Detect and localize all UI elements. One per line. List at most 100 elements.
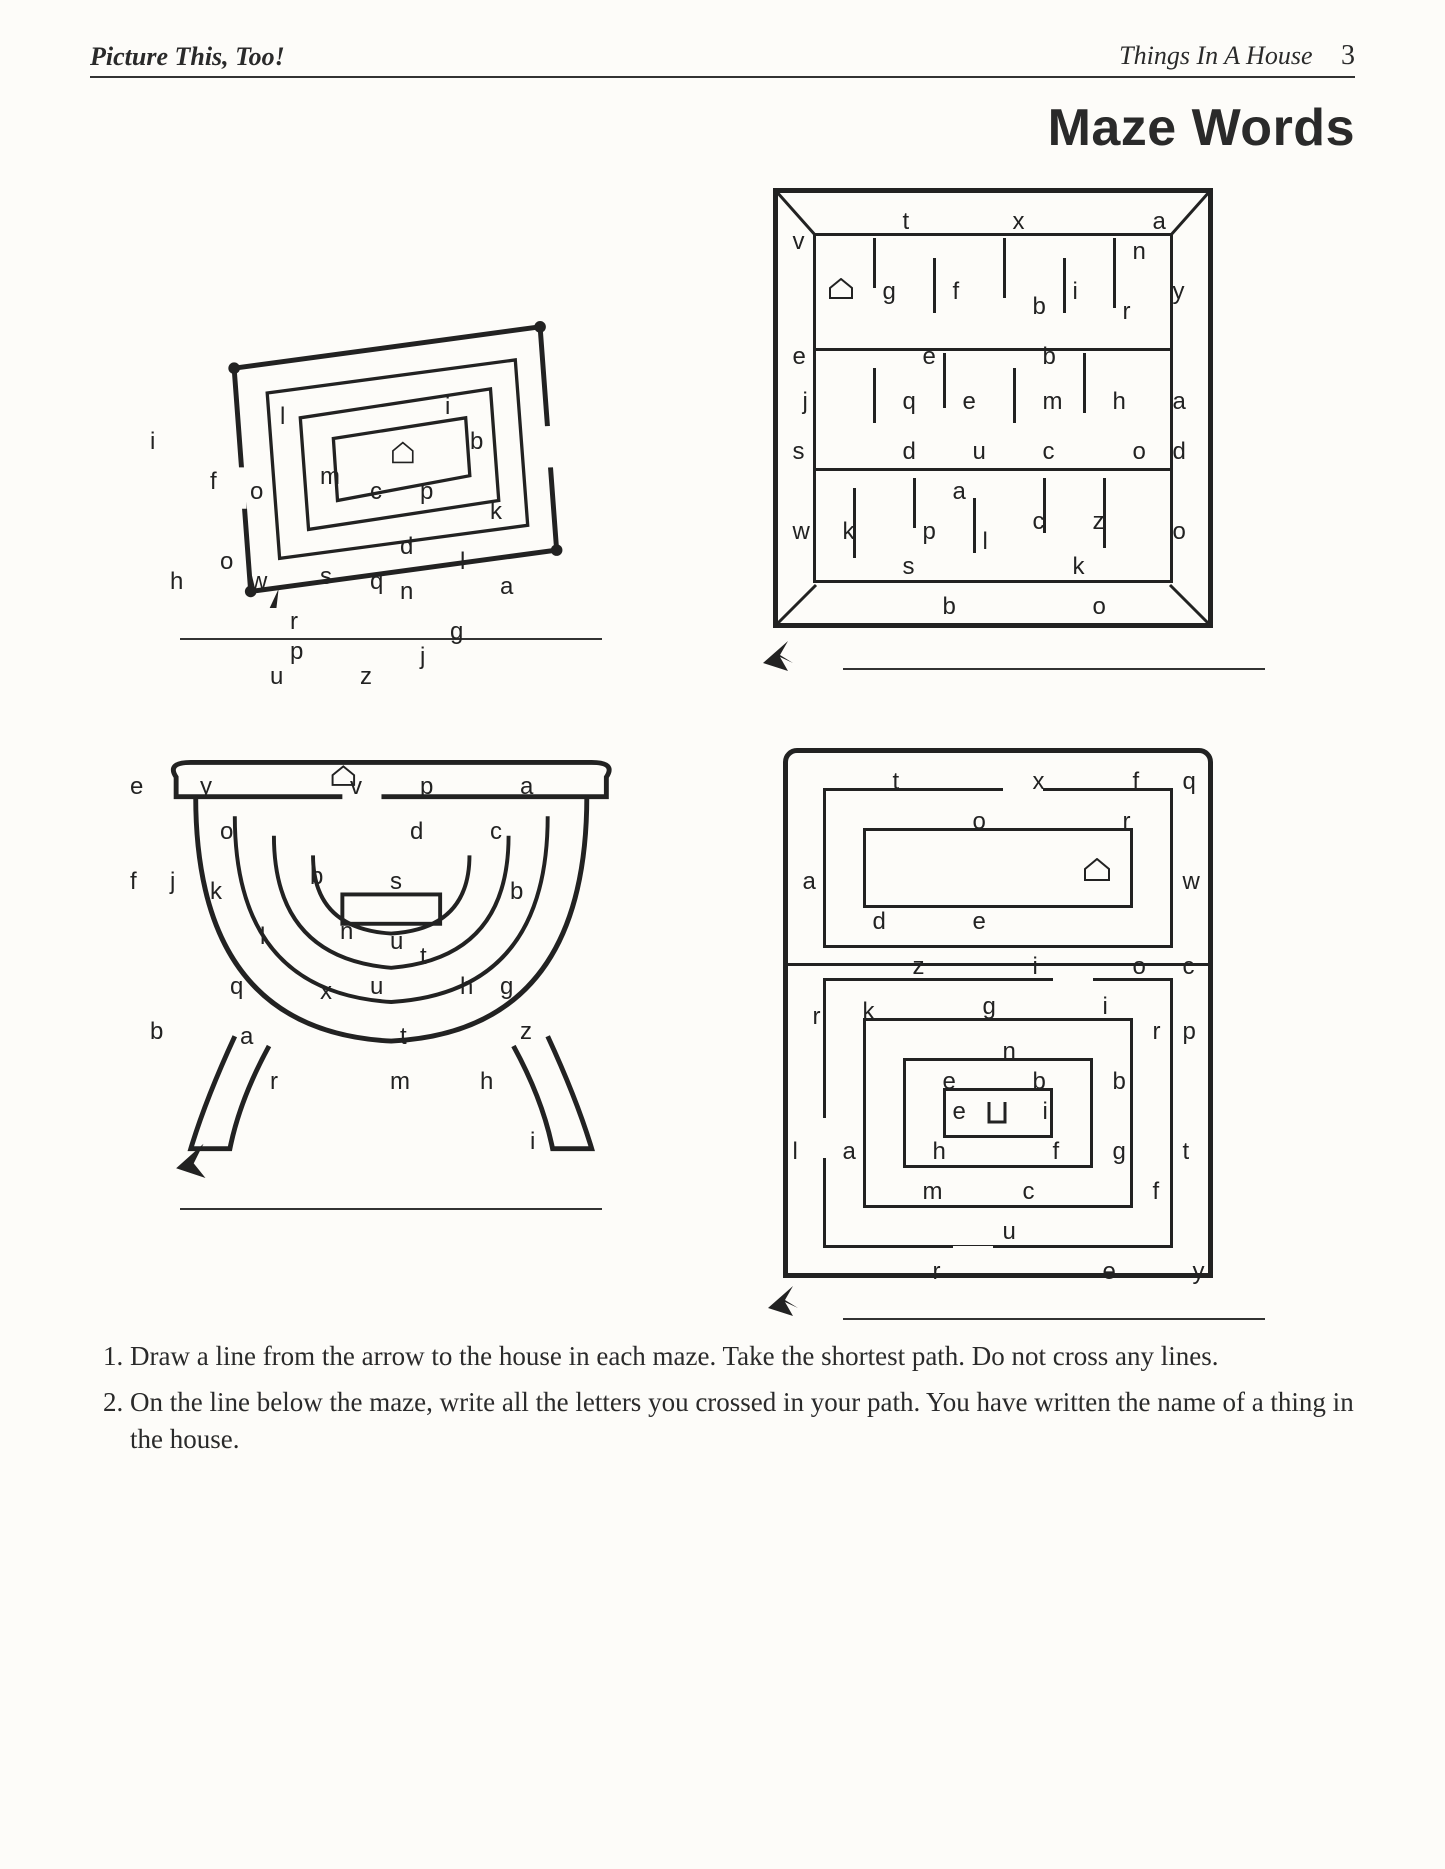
maze-rug: iflomcpbkhowsqdnlarpguzji xyxy=(90,178,693,608)
maze-letter: b xyxy=(943,593,956,621)
maze-window: vtxangfbiryeebjqemhasducodawkplczoskbo xyxy=(753,178,1356,638)
maze-letter: h xyxy=(1113,388,1126,416)
maze-letter: o xyxy=(1093,593,1106,621)
house-icon xyxy=(828,278,854,300)
maze-letter: t xyxy=(903,208,910,236)
maze-letter: o xyxy=(220,818,233,846)
maze-letter: e xyxy=(963,388,976,416)
maze-letter: m xyxy=(1043,388,1063,416)
answer-line[interactable] xyxy=(180,638,602,640)
maze-letter: q xyxy=(903,388,916,416)
maze-letter: f xyxy=(1153,1178,1160,1206)
maze-letter: i xyxy=(530,1128,535,1156)
maze-letter: r xyxy=(1123,298,1131,326)
maze-letter: m xyxy=(390,1068,410,1096)
maze-letter: a xyxy=(1153,208,1166,236)
maze-letter: j xyxy=(170,868,175,896)
maze-letter: o xyxy=(220,548,233,576)
maze-letter: n xyxy=(400,578,413,606)
answer-line[interactable] xyxy=(843,1318,1265,1320)
maze-letter: a xyxy=(803,868,816,896)
maze-letter: p xyxy=(1183,1018,1196,1046)
answer-line[interactable] xyxy=(180,1208,602,1210)
maze-letter: l xyxy=(460,548,465,576)
maze-letter: h xyxy=(480,1068,493,1096)
maze-letter: s xyxy=(793,438,805,466)
maze-letter: z xyxy=(360,663,372,691)
maze-letter: f xyxy=(130,868,137,896)
maze-letter: s xyxy=(903,553,915,581)
maze-letter: u xyxy=(390,928,403,956)
maze-door: txfqoradewziocrkgirpnebbeilahfgtmcfurey xyxy=(753,738,1356,1288)
maze-letter: e xyxy=(923,343,936,371)
maze-letter: j xyxy=(803,388,808,416)
worksheet-page: Picture This, Too! Things In A House 3 M… xyxy=(0,0,1445,1869)
maze-letter: u xyxy=(370,973,383,1001)
maze-letter: a xyxy=(1173,388,1186,416)
maze-letter: b xyxy=(470,428,483,456)
page-title: Maze Words xyxy=(90,98,1355,158)
maze-letter: w xyxy=(793,518,810,546)
maze-letter: y xyxy=(200,773,212,801)
maze-letter: b xyxy=(1113,1068,1126,1096)
maze-letter: v xyxy=(350,773,362,801)
maze-letter: g xyxy=(983,993,996,1021)
maze-letter: d xyxy=(1173,438,1186,466)
maze-letter: o xyxy=(250,478,263,506)
maze-letter: b xyxy=(150,1018,163,1046)
house-icon xyxy=(1083,858,1111,882)
maze-letter: u xyxy=(973,438,986,466)
maze-letter: z xyxy=(1093,508,1105,536)
window-diagonals xyxy=(773,188,1213,628)
maze-letter: n xyxy=(340,918,353,946)
maze-rug-cell: iflomcpbkhowsqdnlarpguzji xyxy=(90,178,693,698)
maze-letter: q xyxy=(230,973,243,1001)
maze-letter: k xyxy=(843,518,855,546)
page-number: 3 xyxy=(1341,40,1355,71)
maze-letter: h xyxy=(170,568,183,596)
maze-letter: b xyxy=(1043,343,1056,371)
maze-letter: p xyxy=(923,518,936,546)
maze-letter: b xyxy=(1033,293,1046,321)
maze-letter: l xyxy=(280,403,285,431)
maze-letter: r xyxy=(933,1258,941,1286)
maze-letter: k xyxy=(490,498,502,526)
maze-letter: f xyxy=(953,278,960,306)
maze-letter: t xyxy=(420,943,427,971)
maze-letter: k xyxy=(1073,553,1085,581)
maze-letter: l xyxy=(983,528,988,556)
maze-letter: x xyxy=(1033,768,1045,796)
maze-table-cell: eyvpaodcfjkbsblnutqxuhgbatzrmhi xyxy=(90,738,693,1298)
maze-letter: j xyxy=(420,643,425,671)
maze-letter: o xyxy=(1133,953,1146,981)
instruction-1: Draw a line from the arrow to the house … xyxy=(130,1338,1355,1374)
maze-letter: q xyxy=(1183,768,1196,796)
maze-letter: x xyxy=(1013,208,1025,236)
header-right: Things In A House 3 xyxy=(1119,40,1355,72)
maze-letter: f xyxy=(1133,768,1140,796)
maze-letter: t xyxy=(893,768,900,796)
maze-letter: r xyxy=(1153,1018,1161,1046)
maze-letter: i xyxy=(1033,953,1038,981)
maze-letter: r xyxy=(270,1068,278,1096)
maze-letter: d xyxy=(873,908,886,936)
maze-letter: i xyxy=(1103,993,1108,1021)
maze-letter: d xyxy=(903,438,916,466)
page-header: Picture This, Too! Things In A House 3 xyxy=(90,40,1355,78)
maze-letter: l xyxy=(793,1138,798,1166)
maze-letter: r xyxy=(1123,808,1131,836)
maze-letter: d xyxy=(400,533,413,561)
maze-letter: u xyxy=(270,663,283,691)
maze-letter: h xyxy=(933,1138,946,1166)
maze-letter: f xyxy=(210,468,217,496)
answer-line[interactable] xyxy=(843,668,1265,670)
maze-table: eyvpaodcfjkbsblnutqxuhgbatzrmhi xyxy=(90,738,693,1178)
maze-letter: p xyxy=(290,638,303,666)
instruction-2: On the line below the maze, write all th… xyxy=(130,1384,1355,1457)
maze-letter: a xyxy=(500,573,513,601)
maze-letter: f xyxy=(1053,1138,1060,1166)
maze-letter: z xyxy=(913,953,925,981)
maze-letter: b xyxy=(310,863,323,891)
maze-letter: r xyxy=(813,1003,821,1031)
maze-letter: b xyxy=(510,878,523,906)
